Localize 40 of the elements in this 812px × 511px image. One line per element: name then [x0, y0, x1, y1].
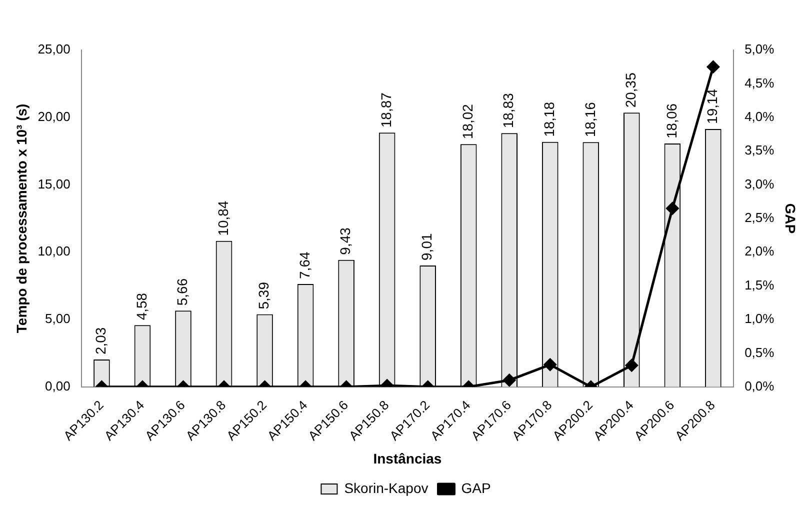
data-label: 9,43	[337, 227, 354, 255]
data-label: 5,39	[256, 282, 272, 310]
legend-label: Skorin-Kapov	[344, 480, 428, 496]
legend-label: GAP	[461, 480, 491, 496]
y-tick-label: 0,00	[45, 378, 70, 394]
x-axis-title: Instâncias	[373, 450, 442, 466]
data-label: 4,58	[133, 292, 150, 320]
data-label: 5,66	[174, 278, 190, 306]
data-label: 18,87	[378, 92, 394, 128]
y-tick-label: 15,00	[38, 176, 70, 192]
y2-tick-label: 4,0%	[744, 108, 775, 124]
data-label: 18,18	[540, 102, 557, 137]
point	[706, 60, 720, 74]
y-tick-label: 10,00	[38, 244, 70, 259]
y2-tick-label: 1,5%	[744, 277, 775, 292]
y2-tick-label: 2,0%	[744, 244, 775, 259]
data-label: 18,06	[663, 103, 680, 139]
y2-tick-label: 5,0%	[744, 42, 775, 57]
data-label: 19,14	[704, 88, 720, 124]
y2-tick-label: 4,5%	[744, 75, 775, 90]
y-tick-label: 20,00	[38, 108, 70, 124]
y-axis-title: Tempo de processamento x 10³ (s)	[13, 104, 30, 334]
y-tick-label: 25,00	[38, 42, 70, 57]
data-label: 2,03	[92, 327, 109, 355]
data-label: 18,83	[500, 92, 516, 128]
y2-tick-label: 3,0%	[744, 176, 775, 192]
y2-tick-label: 3,5%	[744, 142, 775, 158]
data-label: 9,01	[418, 233, 435, 260]
data-label: 20,35	[622, 72, 639, 108]
data-label: 7,64	[296, 251, 312, 279]
y2-axis-title: GAP	[782, 203, 799, 234]
y2-tick-label: 0,0%	[744, 378, 775, 394]
data-label: 18,16	[582, 102, 598, 138]
point	[666, 202, 679, 215]
y-tick-label: 5,00	[45, 311, 70, 326]
data-label: 10,84	[214, 200, 231, 236]
y2-tick-label: 0,5%	[744, 344, 775, 360]
y2-tick-label: 2,5%	[744, 210, 775, 226]
y2-tick-label: 1,0%	[744, 311, 775, 326]
data-label: 18,02	[459, 104, 476, 140]
